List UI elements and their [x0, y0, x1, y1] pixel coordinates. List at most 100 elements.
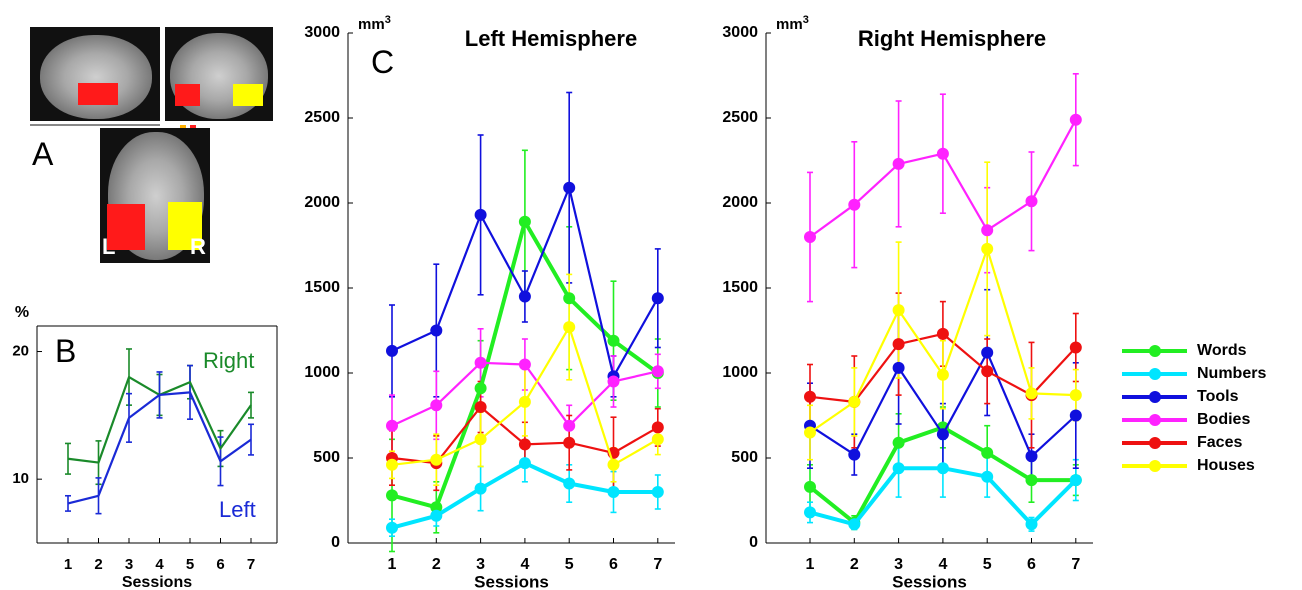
y-tick-label: 3000: [304, 24, 340, 41]
y-axis-unit: %: [15, 304, 29, 321]
data-point-tools: [651, 292, 664, 305]
data-point-tools: [518, 290, 531, 303]
data-point-bodies: [607, 375, 620, 388]
data-point-tools: [936, 428, 949, 441]
left-hemisphere-marker: L: [102, 234, 116, 259]
y-tick-label: 1500: [304, 279, 340, 296]
data-point-houses: [936, 368, 949, 381]
data-point-numbers: [607, 486, 620, 498]
data-point-bodies: [936, 147, 949, 160]
data-point-numbers: [474, 482, 487, 495]
x-tick-label: 4: [155, 556, 164, 573]
data-point-houses: [804, 426, 816, 439]
legend-label-words: Words: [1197, 342, 1247, 359]
data-point-faces: [936, 327, 949, 340]
data-point-bodies: [651, 365, 664, 378]
legend-label-faces: Faces: [1197, 434, 1242, 451]
x-tick-label: 1: [388, 556, 397, 573]
x-tick-label: 6: [1027, 556, 1036, 573]
data-point-houses: [1069, 389, 1082, 402]
data-point-faces: [474, 401, 487, 413]
x-tick-label: 4: [938, 556, 947, 573]
data-point-houses: [1025, 387, 1038, 400]
data-point-bodies: [981, 224, 994, 237]
y-tick-label: 20: [12, 342, 29, 359]
brain-slice-sagittal: [30, 27, 160, 121]
right-roi-axial: [168, 202, 202, 250]
data-point-houses: [386, 458, 398, 471]
data-point-words: [1025, 474, 1038, 487]
legend-swatch-marker: [1149, 368, 1161, 380]
data-point-tools: [386, 344, 398, 357]
legend-swatch-marker: [1149, 345, 1161, 357]
data-point-houses: [518, 395, 531, 408]
data-point-tools: [430, 324, 443, 337]
colorbar-mark: [180, 125, 186, 128]
legend-label-houses: Houses: [1197, 457, 1255, 474]
legend-label-bodies: Bodies: [1197, 411, 1250, 428]
data-point-numbers: [518, 457, 531, 470]
data-point-faces: [518, 438, 531, 451]
data-point-bodies: [563, 419, 576, 432]
y-tick-label: 500: [731, 449, 758, 466]
x-tick-label: 7: [247, 556, 255, 573]
data-point-words: [981, 446, 994, 459]
brain-slice-axial: L R: [100, 128, 210, 263]
data-point-bodies: [474, 356, 487, 369]
data-point-tools: [474, 208, 487, 221]
data-point-bodies: [892, 157, 905, 170]
x-tick-label: 2: [432, 556, 441, 573]
data-point-words: [430, 501, 443, 514]
x-tick-label: 2: [94, 556, 102, 573]
data-point-faces: [804, 390, 816, 403]
right-hemisphere-marker: R: [190, 234, 206, 259]
data-point-faces: [981, 365, 994, 378]
x-tick-label: 7: [653, 556, 662, 573]
legend-swatch-marker: [1149, 414, 1161, 426]
data-point-words: [386, 489, 398, 502]
data-point-words: [518, 215, 531, 228]
data-point-words: [892, 436, 905, 449]
y-tick-label: 2000: [722, 194, 758, 211]
data-point-houses: [848, 395, 861, 408]
data-point-houses: [563, 321, 576, 334]
left-roi-axial: [107, 204, 145, 250]
y-tick-label: 10: [12, 470, 29, 487]
x-tick-label: 1: [64, 556, 72, 573]
y-tick-label: 1500: [722, 279, 758, 296]
x-tick-label: 3: [894, 556, 903, 573]
y-tick-label: 0: [331, 534, 340, 551]
data-point-numbers: [1069, 474, 1082, 487]
data-point-numbers: [804, 506, 816, 519]
x-axis-title: Sessions: [892, 572, 967, 590]
data-point-houses: [651, 433, 664, 446]
data-point-numbers: [892, 462, 905, 475]
data-point-tools: [1025, 450, 1038, 463]
right-roi-coronal: [233, 84, 263, 106]
panel-label-b: B: [55, 333, 77, 369]
legend-label-numbers: Numbers: [1197, 365, 1266, 382]
x-axis-title: Sessions: [122, 574, 192, 590]
data-point-bodies: [1025, 195, 1038, 208]
x-tick-label: 6: [609, 556, 618, 573]
panel-label-c: C: [371, 44, 395, 80]
chart-title: Right Hemisphere: [858, 26, 1046, 51]
x-tick-label: 6: [216, 556, 224, 573]
data-point-bodies: [1069, 113, 1082, 126]
y-tick-label: 2000: [304, 194, 340, 211]
data-point-bodies: [848, 198, 861, 211]
data-point-tools: [892, 361, 905, 374]
legend-swatch-marker: [1149, 460, 1161, 472]
data-point-numbers: [848, 518, 861, 531]
data-point-words: [804, 480, 816, 493]
data-point-houses: [430, 453, 443, 466]
x-tick-label: 4: [520, 556, 529, 573]
x-tick-label: 5: [186, 556, 194, 573]
left-roi-coronal: [175, 84, 200, 106]
data-point-houses: [981, 242, 994, 255]
data-point-numbers: [981, 470, 994, 483]
legend-swatch-marker: [1149, 391, 1161, 403]
x-tick-label: 5: [983, 556, 992, 573]
y-tick-label: 0: [749, 534, 758, 551]
